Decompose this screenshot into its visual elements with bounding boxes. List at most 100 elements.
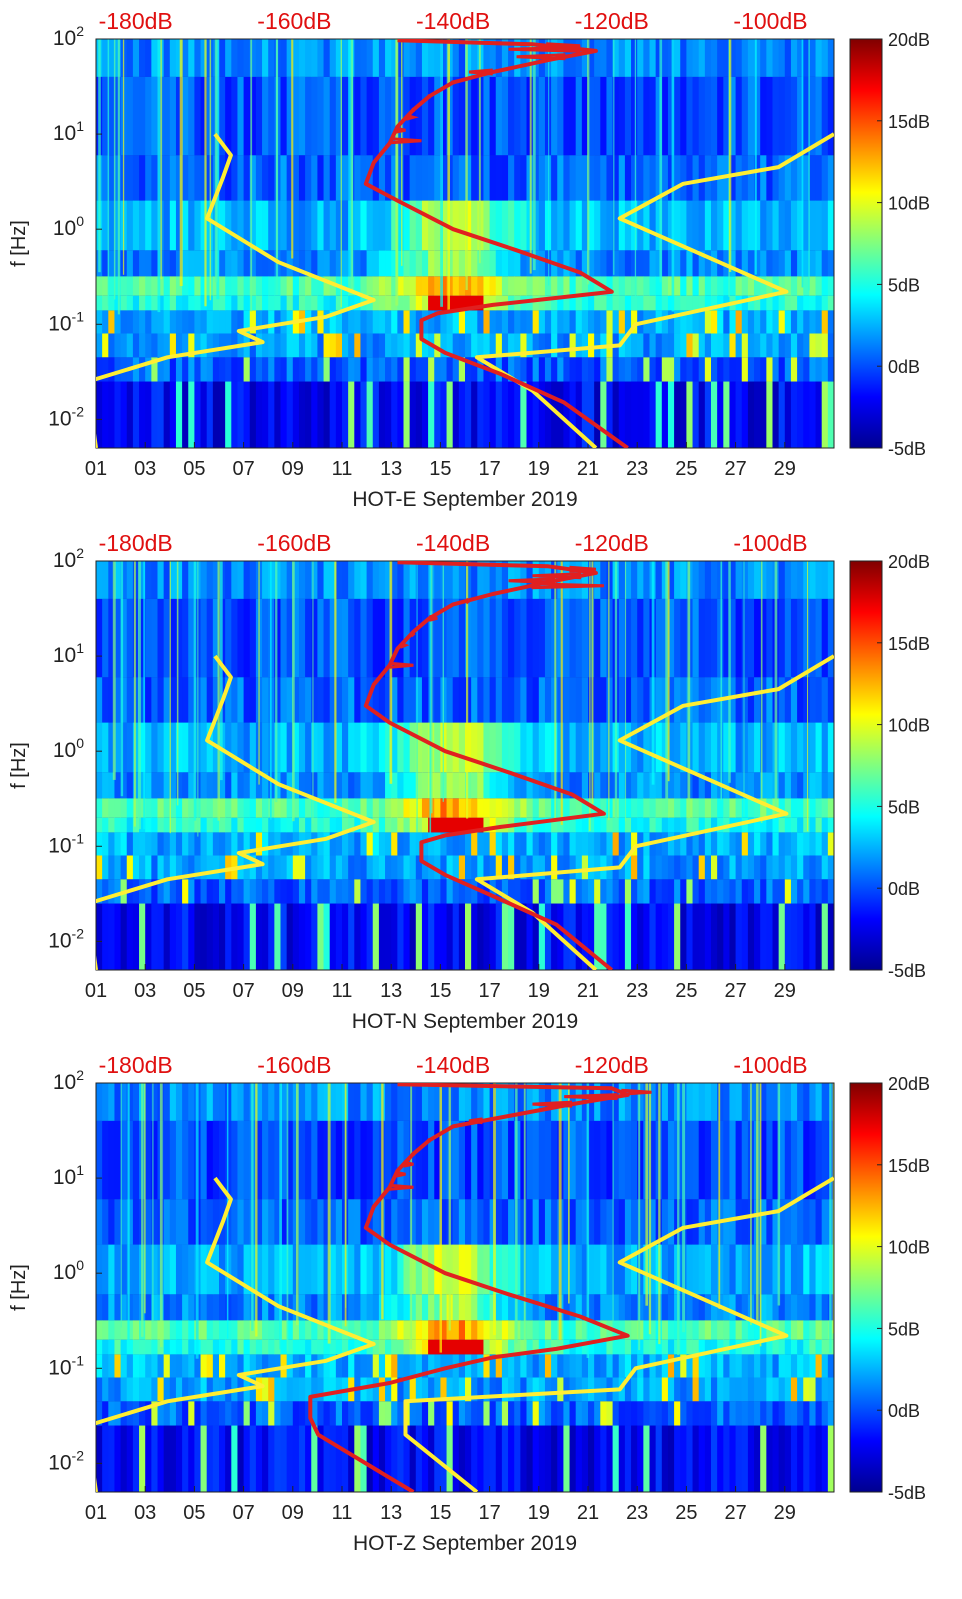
spectrogram-cell xyxy=(692,155,700,201)
spectrogram-cell xyxy=(458,722,466,773)
spectrogram-cell xyxy=(96,1425,103,1492)
spectrogram-cell xyxy=(575,598,583,678)
spectrogram-cell xyxy=(526,598,534,678)
spectrogram-cell xyxy=(421,1083,429,1121)
spectrogram-cell xyxy=(102,381,109,448)
spectrogram-cell xyxy=(305,76,312,156)
spectrogram-cell xyxy=(415,381,423,448)
spectrogram-cell xyxy=(717,1320,724,1340)
spectrogram-cell xyxy=(378,817,386,833)
spectrogram-cell xyxy=(821,1294,829,1321)
spectrogram-cell xyxy=(132,722,140,773)
spectrogram-cell xyxy=(544,1244,552,1295)
spectrogram-cell xyxy=(206,561,214,599)
spectrogram-cell xyxy=(323,1294,331,1321)
spectrogram-streak xyxy=(439,1083,442,1353)
spectrogram-cell xyxy=(366,200,374,251)
spectrogram-cell xyxy=(575,677,583,723)
spectrogram-cell xyxy=(754,200,761,251)
spectrogram-cell xyxy=(741,310,749,334)
spectrogram-cell xyxy=(249,598,257,678)
spectrogram-cell xyxy=(292,295,300,311)
spectrogram-cell xyxy=(520,832,527,856)
spectrogram-cell xyxy=(385,1339,392,1355)
spectrogram-cell xyxy=(157,1425,165,1492)
spectrogram-cell xyxy=(243,561,251,599)
spectrogram-cell xyxy=(735,1320,743,1340)
spectrogram-cell xyxy=(655,855,663,880)
spectrogram-cell xyxy=(495,1339,503,1355)
spectrogram-cell xyxy=(108,1320,115,1340)
spectrogram-cell xyxy=(305,903,312,970)
spectrogram-cell xyxy=(784,1083,792,1121)
spectrogram-cell xyxy=(255,310,263,334)
spectrogram-cell xyxy=(821,1425,829,1492)
spectrogram-cell xyxy=(108,772,115,799)
y-tick-label: 100 xyxy=(53,213,84,240)
top-axis-db-label: -120dB xyxy=(575,1052,649,1078)
spectrogram-cell xyxy=(188,1244,195,1295)
spectrogram-cell xyxy=(225,855,232,880)
spectrogram-cell xyxy=(286,381,294,448)
spectrogram-cell xyxy=(237,1425,244,1492)
spectrogram-cell xyxy=(169,677,177,723)
spectrogram-cell xyxy=(483,1354,490,1378)
spectrogram-cell xyxy=(557,310,564,334)
spectrogram-cell xyxy=(372,200,380,251)
spectrogram-cell xyxy=(348,561,355,599)
spectrogram-cell xyxy=(532,722,540,773)
spectrogram-cell xyxy=(360,76,367,156)
spectrogram-cell xyxy=(163,903,171,970)
y-tick-exponent: -2 xyxy=(72,403,85,419)
spectrogram-cell xyxy=(508,250,515,277)
spectrogram-streak xyxy=(720,561,722,801)
spectrogram-cell xyxy=(120,1354,128,1378)
spectrogram-cell xyxy=(729,561,736,599)
spectrogram-cell xyxy=(385,1377,392,1402)
spectrogram-cell xyxy=(606,772,613,799)
spectrogram-cell xyxy=(581,817,589,833)
spectrogram-cell xyxy=(182,798,189,818)
spectrogram-cell xyxy=(151,1320,158,1340)
spectrogram-streak xyxy=(430,561,433,814)
spectrogram-cell xyxy=(606,817,613,833)
spectrogram-cell xyxy=(766,250,773,277)
spectrogram-cell xyxy=(827,677,835,723)
spectrogram-cell xyxy=(520,879,527,904)
median-psd-spike xyxy=(508,45,581,53)
spectrogram-streak xyxy=(120,1083,122,1328)
spectrogram-cell xyxy=(421,677,429,723)
spectrogram-cell xyxy=(409,855,417,880)
spectrogram-cell xyxy=(766,200,773,251)
spectrogram-cell xyxy=(163,250,171,277)
spectrogram-cell xyxy=(754,772,761,799)
spectrogram-cell xyxy=(551,1354,558,1378)
spectrogram-cell xyxy=(483,722,490,773)
spectrogram-cell xyxy=(206,722,214,773)
spectrogram-cell xyxy=(182,200,189,251)
spectrogram-cell xyxy=(403,832,411,856)
spectrogram-cell xyxy=(385,39,392,77)
spectrogram-cell xyxy=(434,1199,441,1245)
spectrogram-cell xyxy=(114,1354,121,1378)
spectrogram-cell xyxy=(391,310,398,334)
spectrogram-cell xyxy=(471,333,478,358)
spectrogram-cell xyxy=(311,722,318,773)
spectrogram-cell xyxy=(754,357,761,382)
spectrogram-cell xyxy=(274,879,281,904)
spectrogram-cell xyxy=(760,1244,767,1295)
spectrogram-cell xyxy=(397,1320,404,1340)
spectrogram-cell xyxy=(452,903,460,970)
spectrogram-cell xyxy=(145,1083,152,1121)
x-tick-label: 05 xyxy=(183,458,205,480)
spectrogram-cell xyxy=(329,1120,337,1200)
spectrogram-cell xyxy=(421,772,429,799)
spectrogram-cell xyxy=(686,1083,693,1121)
spectrogram-cell xyxy=(544,1425,552,1492)
spectrogram-cell xyxy=(280,1401,288,1426)
spectrogram-cell xyxy=(255,1083,263,1121)
spectrogram-cell xyxy=(348,1320,355,1340)
spectrogram-cell xyxy=(120,1425,128,1492)
spectrogram-cell xyxy=(815,200,823,251)
spectrogram-cell xyxy=(563,677,570,723)
